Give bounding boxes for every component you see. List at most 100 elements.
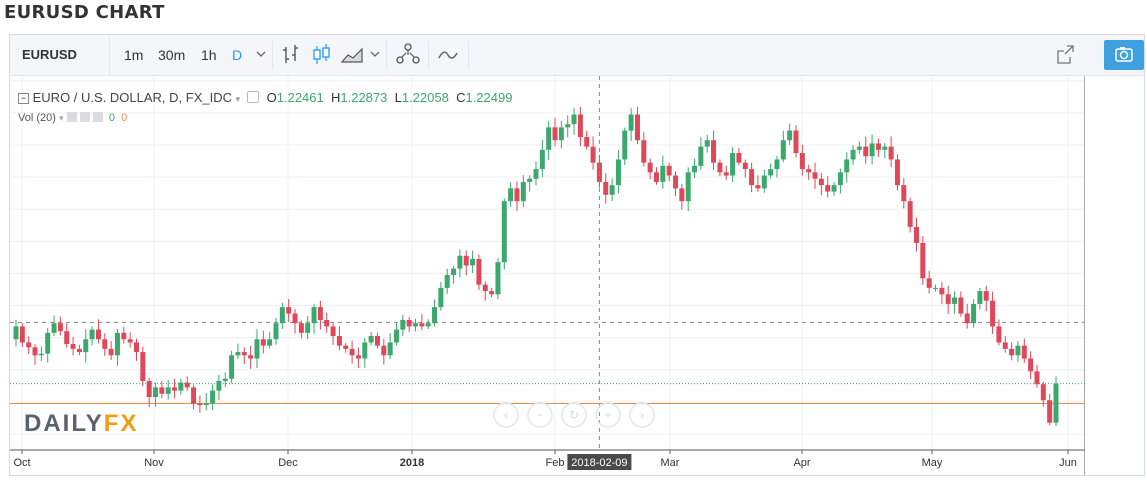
time-tick-label: Oct xyxy=(13,457,30,469)
candle-body xyxy=(13,326,19,340)
time-tick-label: 2018 xyxy=(400,457,424,469)
candle-body xyxy=(831,185,837,192)
candle-body xyxy=(736,153,742,163)
candle-body xyxy=(330,326,336,337)
candle-body xyxy=(704,140,710,147)
compare-icon[interactable] xyxy=(436,35,460,75)
indicators-icon[interactable] xyxy=(394,35,422,75)
candle-body xyxy=(336,336,342,346)
bars-style-icon[interactable] xyxy=(281,35,303,75)
legend-open-value: 1.22461 xyxy=(276,90,324,105)
volume-settings-icon[interactable] xyxy=(79,112,90,122)
candle-body xyxy=(362,342,368,359)
candle-body xyxy=(666,165,672,176)
candle-body xyxy=(730,153,736,176)
reset-icon[interactable] xyxy=(561,402,587,428)
candle-body xyxy=(749,169,755,186)
candle-body xyxy=(355,355,361,359)
candle-body xyxy=(254,339,260,359)
candle-body xyxy=(983,291,989,301)
scroll-left-icon[interactable] xyxy=(493,402,519,428)
zoom-in-icon[interactable] xyxy=(595,402,621,428)
candle-body xyxy=(552,127,558,141)
candle-body xyxy=(438,287,444,308)
chart-style-chevron-icon[interactable] xyxy=(368,35,382,75)
candle-body xyxy=(698,146,704,166)
legend-high-value: 1.22873 xyxy=(340,90,388,105)
candle-body xyxy=(45,332,51,354)
candle-body xyxy=(571,114,577,125)
candle-body xyxy=(1028,358,1034,372)
candle-body xyxy=(38,353,44,356)
interval-1m-button[interactable]: 1m xyxy=(124,47,144,63)
candle-body xyxy=(622,130,628,160)
zoom-out-icon[interactable] xyxy=(527,402,553,428)
time-tick-label: Jun xyxy=(1059,457,1077,469)
time-tick-label: Nov xyxy=(144,457,164,469)
candle-body xyxy=(343,345,349,349)
candle-body xyxy=(539,149,545,170)
eye-icon[interactable] xyxy=(247,91,260,103)
interval-30m-button[interactable]: 30m xyxy=(158,47,186,63)
candle-body xyxy=(248,355,254,359)
candle-body xyxy=(882,146,888,150)
popout-icon[interactable] xyxy=(1053,35,1077,75)
candle-body xyxy=(89,329,95,340)
candles-style-icon[interactable] xyxy=(311,35,333,75)
candle-body xyxy=(210,390,216,404)
candle-body xyxy=(977,291,983,304)
series-legend: − EURO / U.S. DOLLAR, D, FX_IDC ▾ O1.224… xyxy=(18,90,512,105)
candle-body xyxy=(577,114,583,137)
candle-body xyxy=(641,140,647,163)
chevron-down-icon[interactable] xyxy=(254,35,268,75)
candle-body xyxy=(413,323,419,327)
collapse-icon[interactable]: − xyxy=(18,93,29,104)
candle-body xyxy=(869,143,875,157)
candle-body xyxy=(146,380,152,398)
price-chart[interactable]: 1.150001.160001.170001.180001.190001.200… xyxy=(10,76,1085,475)
candle-body xyxy=(133,342,139,353)
reset-icon-glyph: ↻ xyxy=(569,408,579,422)
candle-body xyxy=(127,339,133,343)
time-tick-label: Mar xyxy=(661,457,680,469)
candle-body xyxy=(51,323,57,333)
candle-body xyxy=(527,178,533,182)
candle-body xyxy=(755,185,761,189)
legend-close-label: C xyxy=(456,90,466,105)
volume-eye-icon[interactable] xyxy=(66,112,77,122)
candle-body xyxy=(711,140,717,163)
scroll-right-icon[interactable] xyxy=(629,402,655,428)
candle-body xyxy=(907,201,913,227)
candle-body xyxy=(1021,345,1027,359)
chart-toolbar: EURUSD 1m 30m 1h D xyxy=(10,35,1144,76)
candle-body xyxy=(451,268,457,276)
candle-body xyxy=(324,319,330,327)
legend-open-label: O xyxy=(266,90,277,105)
legend-menu-chevron-icon[interactable]: ▾ xyxy=(235,94,241,104)
candle-body xyxy=(875,143,881,150)
interval-d-button[interactable]: D xyxy=(232,47,243,63)
candle-body xyxy=(1034,371,1040,385)
candle-body xyxy=(381,345,387,356)
candle-body xyxy=(476,258,482,285)
candle-body xyxy=(140,352,146,381)
candle-body xyxy=(305,323,311,333)
candle-body xyxy=(533,169,539,179)
interval-1h-button[interactable]: 1h xyxy=(201,47,217,63)
volume-chevron-icon[interactable]: ▾ xyxy=(58,113,64,123)
volume-close-icon[interactable] xyxy=(92,112,103,122)
candle-body xyxy=(825,185,831,192)
screenshot-button[interactable] xyxy=(1104,40,1144,70)
candle-body xyxy=(939,287,945,295)
area-style-icon[interactable] xyxy=(340,35,366,75)
candle-body xyxy=(546,127,552,150)
crosshair-date-box xyxy=(567,454,632,470)
candle-body xyxy=(990,300,996,327)
page-title: EURUSD CHART xyxy=(4,2,165,23)
candle-body xyxy=(286,307,292,314)
candle-body xyxy=(1047,400,1053,423)
candle-body xyxy=(799,153,805,170)
crosshair-date-label: 2018-02-09 xyxy=(571,457,627,469)
symbol-search-button[interactable]: EURUSD xyxy=(10,35,110,75)
candle-body xyxy=(273,323,279,340)
